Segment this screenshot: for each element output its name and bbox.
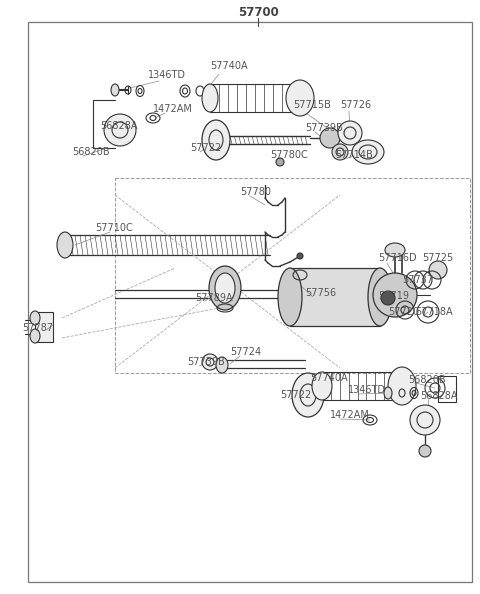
Text: 57739B: 57739B [305,123,343,133]
Ellipse shape [388,367,416,405]
Bar [290,268,380,326]
Text: 57700: 57700 [238,7,278,20]
Ellipse shape [385,243,405,257]
Text: 57725: 57725 [422,253,453,263]
Text: 56828A: 56828A [100,121,137,131]
Text: 57787: 57787 [22,323,53,333]
Circle shape [429,261,447,279]
Circle shape [419,445,431,457]
Ellipse shape [202,120,230,160]
Ellipse shape [352,140,384,164]
Text: 57726: 57726 [340,100,371,110]
Ellipse shape [57,232,73,258]
Text: 57710C: 57710C [95,223,133,233]
Bar [35,312,53,342]
Text: 57719: 57719 [378,291,409,301]
Text: 57789A: 57789A [195,293,233,303]
Ellipse shape [202,84,218,112]
Ellipse shape [292,373,324,417]
Circle shape [332,144,348,160]
Ellipse shape [111,84,119,96]
Text: 57737: 57737 [402,275,433,285]
Bar [438,376,456,402]
Text: 57716D: 57716D [378,253,417,263]
Text: 56820B: 56820B [408,375,445,385]
Text: 57724: 57724 [230,347,261,357]
Ellipse shape [215,273,235,303]
Text: 57740A: 57740A [310,373,348,383]
Circle shape [338,121,362,145]
Circle shape [410,405,440,435]
Text: 1346TD: 1346TD [348,385,386,395]
Text: 57722: 57722 [280,390,311,400]
Ellipse shape [384,387,392,399]
Text: 1472AM: 1472AM [153,104,193,114]
Circle shape [297,253,303,259]
Ellipse shape [368,268,392,326]
Ellipse shape [278,268,302,326]
Text: 57780: 57780 [240,187,271,197]
Text: 57718A: 57718A [415,307,453,317]
Ellipse shape [312,372,332,400]
Circle shape [276,158,284,166]
Ellipse shape [209,266,241,310]
Circle shape [373,273,417,317]
Text: 56828A: 56828A [420,391,457,401]
Ellipse shape [30,311,40,325]
Circle shape [202,354,218,370]
Circle shape [381,291,395,305]
Text: 57715B: 57715B [293,100,331,110]
Text: 1346TD: 1346TD [148,70,186,80]
Text: 57722: 57722 [190,143,221,153]
Text: 57740A: 57740A [210,61,248,71]
Text: 1472AM: 1472AM [330,410,370,420]
Ellipse shape [286,80,314,116]
Circle shape [104,114,136,146]
Text: 57720: 57720 [388,307,419,317]
Text: 57739B: 57739B [187,357,225,367]
Ellipse shape [30,329,40,343]
Bar [115,178,470,373]
Circle shape [320,128,340,148]
Text: 57756: 57756 [305,288,336,298]
Ellipse shape [216,357,228,373]
Text: 56820B: 56820B [72,147,109,157]
Text: 57780C: 57780C [270,150,308,160]
Text: 57714B: 57714B [335,150,373,160]
